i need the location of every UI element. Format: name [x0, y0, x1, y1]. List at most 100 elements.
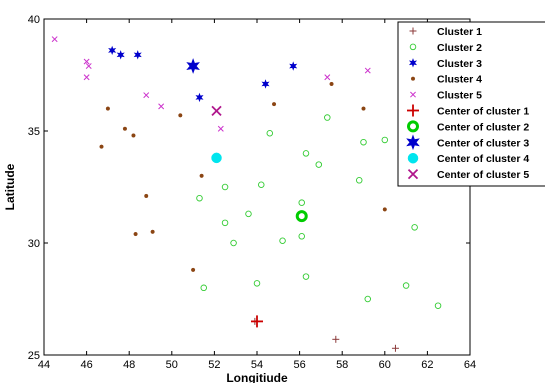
point-cluster-4	[199, 173, 204, 178]
point-cluster-1	[332, 335, 340, 343]
point-cluster-5	[51, 36, 58, 43]
data-points	[51, 36, 442, 352]
legend-marker-7	[407, 120, 419, 133]
legend-label-9: Center of cluster 4	[437, 153, 529, 165]
legend-box	[397, 21, 545, 187]
point-cluster-4	[382, 207, 387, 212]
point-cluster-2	[196, 194, 203, 202]
point-cluster-3	[108, 45, 117, 56]
x-tick-label: 46	[80, 359, 92, 371]
legend-label-4: Cluster 4	[437, 74, 482, 86]
point-cluster-2	[245, 210, 252, 218]
point-cluster-2	[221, 183, 229, 191]
point-cluster-2	[230, 239, 237, 247]
x-tick-label: 50	[166, 359, 178, 371]
point-cluster-3	[195, 92, 204, 103]
point-cluster-2	[302, 273, 310, 280]
legend-label-3: Cluster 3	[437, 58, 482, 70]
x-tick-label: 56	[293, 359, 305, 371]
point-cluster-4	[271, 102, 277, 107]
y-tick-label: 35	[28, 126, 40, 138]
legend-marker-1	[409, 27, 417, 35]
point-cluster-3	[116, 50, 125, 60]
point-cluster-5	[364, 67, 371, 74]
point-cluster-4	[105, 106, 110, 111]
point-cluster-4	[131, 133, 136, 138]
x-tick-label: 58	[336, 359, 348, 371]
point-cluster-5	[158, 103, 165, 110]
point-cluster-5	[217, 125, 224, 132]
point-cluster-4	[144, 193, 149, 199]
y-tick-label: 25	[28, 350, 40, 362]
legend-marker-10	[407, 168, 419, 180]
point-cluster-5	[85, 63, 92, 69]
point-cluster-5	[143, 92, 150, 99]
x-tick-label: 54	[251, 359, 263, 371]
legend-label-10: Center of cluster 5	[437, 169, 529, 181]
x-tick-label: 48	[123, 359, 135, 371]
point-cluster-4	[99, 144, 104, 149]
point-cluster-2	[221, 219, 229, 227]
legend-label-2: Cluster 2	[437, 42, 482, 54]
point-cluster-4	[178, 113, 183, 118]
point-cluster-2	[402, 282, 410, 289]
legend-marker-8	[406, 134, 420, 151]
point-cluster-2	[324, 114, 331, 121]
y-tick-label: 40	[28, 14, 40, 26]
y-axis-label: Latitude	[3, 163, 17, 210]
center-cluster-5	[211, 105, 222, 116]
point-cluster-3	[133, 50, 142, 60]
point-cluster-4	[361, 106, 366, 111]
point-cluster-2	[253, 280, 261, 287]
point-cluster-2	[355, 177, 363, 184]
point-cluster-4	[122, 126, 127, 131]
legend-marker-9	[407, 152, 419, 164]
center-cluster-1	[251, 315, 263, 328]
legend-marker-4	[410, 76, 416, 81]
center-cluster-2	[295, 210, 308, 223]
legend: Cluster 1 Cluster 2 Cluster 3 Cluster 4 Clus…	[397, 21, 545, 187]
point-cluster-2	[315, 161, 323, 168]
legend-marker-6	[407, 104, 419, 117]
x-tick-label: 52	[208, 359, 220, 371]
y-tick-label: 30	[28, 238, 40, 250]
x-axis-label: Longitiude	[226, 371, 288, 383]
point-cluster-5	[83, 74, 90, 81]
x-tick-label: 60	[379, 359, 391, 371]
point-cluster-2	[279, 237, 286, 245]
legend-label-5: Cluster 5	[437, 90, 482, 102]
point-cluster-3	[289, 61, 298, 71]
point-cluster-4	[329, 81, 334, 87]
legend-label-1: Cluster 1	[437, 26, 482, 38]
point-cluster-2	[434, 302, 442, 309]
point-cluster-1	[391, 344, 399, 352]
point-cluster-4	[191, 267, 196, 272]
legend-label-6: Center of cluster 1	[437, 106, 529, 118]
x-tick-label: 64	[464, 359, 476, 371]
point-cluster-4	[133, 231, 138, 237]
point-cluster-2	[302, 150, 310, 157]
point-cluster-2	[298, 199, 305, 206]
point-cluster-5	[324, 74, 331, 81]
point-cluster-2	[200, 284, 207, 292]
point-cluster-2	[360, 138, 367, 146]
legend-label-8: Center of cluster 3	[437, 137, 529, 149]
center-cluster-3	[186, 58, 200, 74]
point-cluster-2	[258, 181, 265, 189]
point-cluster-3	[261, 79, 270, 89]
center-cluster-4	[211, 152, 222, 164]
x-tick-label: 44	[38, 359, 50, 371]
legend-marker-3	[408, 58, 418, 68]
point-cluster-5	[83, 58, 90, 65]
point-cluster-2	[411, 224, 418, 231]
point-cluster-2	[364, 295, 372, 303]
legend-marker-5	[410, 91, 416, 98]
point-cluster-2	[298, 233, 305, 240]
point-cluster-2	[266, 129, 274, 137]
legend-label-7: Center of cluster 2	[437, 121, 529, 133]
point-cluster-4	[150, 229, 155, 234]
legend-marker-2	[409, 43, 417, 51]
point-cluster-2	[381, 136, 389, 144]
x-tick-label: 62	[421, 359, 433, 371]
